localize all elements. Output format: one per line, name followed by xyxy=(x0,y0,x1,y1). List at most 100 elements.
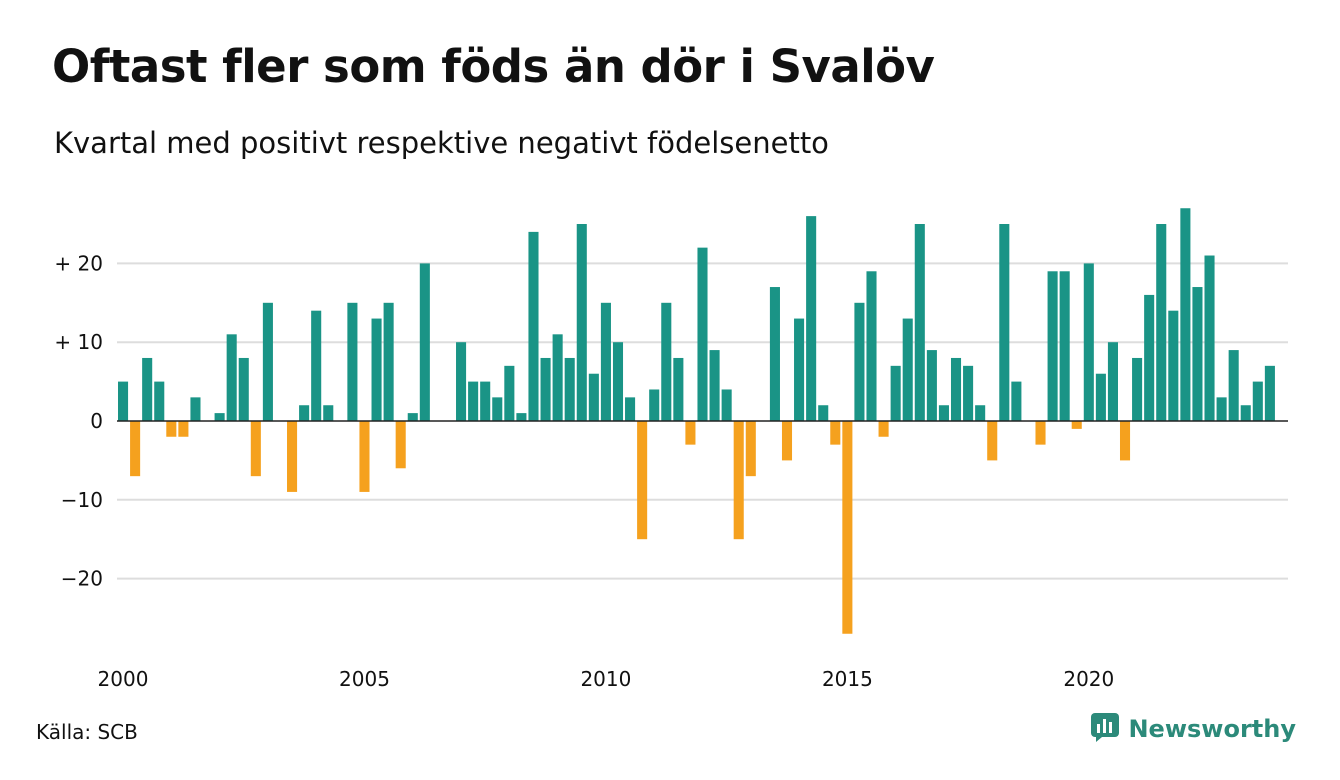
bar-2008K4 xyxy=(540,357,551,421)
bar-2010K4 xyxy=(637,421,648,540)
bar-2020K4 xyxy=(1119,421,1131,461)
bar-2003K1 xyxy=(262,302,273,421)
bar-2014K1 xyxy=(794,318,805,421)
bar-2012K4 xyxy=(733,421,744,540)
bar-2011K3 xyxy=(673,357,684,421)
bar-2002K4 xyxy=(250,421,261,477)
chart-subtitle: Kvartal med positivt respektive negativt… xyxy=(54,126,829,160)
bar-2023K3 xyxy=(1252,381,1263,421)
bar-2022K1 xyxy=(1180,208,1191,421)
bar-2013K3 xyxy=(769,287,780,421)
bar-2003K3 xyxy=(287,421,298,492)
bar-2022K2 xyxy=(1192,287,1203,421)
bar-2022K3 xyxy=(1204,255,1215,421)
bar-2002K2 xyxy=(226,334,237,421)
bar-2011K4 xyxy=(685,421,696,445)
bar-2015K2 xyxy=(854,302,865,421)
y-tick-label: + 10 xyxy=(54,330,103,354)
bar-2016K1 xyxy=(890,365,901,421)
bar-2005K1 xyxy=(359,421,370,492)
newsworthy-logo-icon xyxy=(1090,712,1120,746)
bar-2014K4 xyxy=(830,421,841,445)
brand-logo[interactable]: Newsworthy xyxy=(1090,712,1296,746)
bar-2017K4 xyxy=(975,405,986,421)
bar-2023K4 xyxy=(1264,365,1275,421)
bar-2001K3 xyxy=(190,397,201,421)
bar-2000K2 xyxy=(130,421,141,477)
x-tick-label: 2015 xyxy=(822,667,873,691)
bar-2023K2 xyxy=(1240,405,1251,421)
bar-2005K4 xyxy=(395,421,406,469)
bar-2007K1 xyxy=(456,342,467,421)
y-tick-label: + 20 xyxy=(54,251,103,275)
bar-2019K2 xyxy=(1047,271,1058,421)
bar-2011K2 xyxy=(661,302,672,421)
bar-2013K4 xyxy=(781,421,793,461)
bar-2020K3 xyxy=(1107,342,1118,421)
bar-2002K3 xyxy=(238,357,249,421)
x-tick-label: 2020 xyxy=(1063,667,1114,691)
bars xyxy=(117,208,1288,634)
bar-2012K1 xyxy=(697,247,708,421)
bar-2002K1 xyxy=(214,413,225,421)
bar-2014K3 xyxy=(818,405,829,421)
bar-2021K4 xyxy=(1168,310,1179,421)
bar-2015K4 xyxy=(878,421,889,437)
x-tick-label: 2005 xyxy=(339,667,390,691)
bar-2005K3 xyxy=(383,302,394,421)
source-note: Källa: SCB xyxy=(36,720,138,744)
bar-2006K1 xyxy=(407,413,418,421)
bar-2014K2 xyxy=(806,216,817,421)
bar-2020K2 xyxy=(1095,373,1106,421)
bar-2004K4 xyxy=(347,302,358,421)
bar-2021K3 xyxy=(1156,224,1167,421)
bar-2007K3 xyxy=(480,381,491,421)
bar-2009K4 xyxy=(588,373,599,421)
bar-2019K3 xyxy=(1059,271,1070,421)
y-tick-label: 0 xyxy=(90,409,103,433)
bar-2016K4 xyxy=(926,350,937,421)
bar-2013K1 xyxy=(745,421,756,477)
bar-2017K2 xyxy=(950,357,962,421)
y-tick-label: −20 xyxy=(61,567,103,591)
x-tick-label: 2000 xyxy=(98,667,149,691)
bar-2019K1 xyxy=(1035,421,1046,445)
bar-2010K2 xyxy=(612,342,624,421)
bar-2018K1 xyxy=(987,421,998,461)
bar-2020K1 xyxy=(1083,263,1094,421)
bar-2006K2 xyxy=(419,263,430,421)
bar-2010K1 xyxy=(600,302,611,421)
bar-2009K3 xyxy=(576,224,587,421)
bar-2021K2 xyxy=(1144,294,1155,421)
bar-2001K1 xyxy=(166,421,177,437)
bar-2018K2 xyxy=(999,224,1010,421)
y-tick-label: −10 xyxy=(61,488,103,512)
bar-2008K3 xyxy=(528,231,539,421)
bar-2008K2 xyxy=(516,413,527,421)
bar-2021K1 xyxy=(1132,357,1143,421)
bar-2004K1 xyxy=(311,310,322,421)
bar-2023K1 xyxy=(1228,350,1239,421)
chart-title: Oftast fler som föds än dör i Svalöv xyxy=(52,40,935,93)
bar-2003K4 xyxy=(299,405,310,421)
x-tick-label: 2010 xyxy=(580,667,631,691)
bar-2008K1 xyxy=(504,365,515,421)
bar-2001K2 xyxy=(178,421,189,437)
bar-2000K1 xyxy=(118,381,129,421)
bar-2015K1 xyxy=(842,421,853,634)
bar-2011K1 xyxy=(649,389,660,421)
bar-2007K4 xyxy=(492,397,503,421)
bar-2000K4 xyxy=(154,381,165,421)
bar-2012K2 xyxy=(709,350,720,421)
bar-2015K3 xyxy=(866,271,877,421)
bar-2009K1 xyxy=(552,334,563,421)
bar-2005K2 xyxy=(371,318,382,421)
bar-2019K4 xyxy=(1071,421,1082,429)
x-axis-labels: 2000 2005 2010 2015 2020 xyxy=(98,667,1115,691)
bar-2010K3 xyxy=(625,397,636,421)
bar-2016K3 xyxy=(914,224,925,421)
bar-2018K3 xyxy=(1011,381,1022,421)
y-axis-labels: + 20 + 10 0 −10 −20 xyxy=(54,251,103,590)
bar-2017K3 xyxy=(963,365,974,421)
